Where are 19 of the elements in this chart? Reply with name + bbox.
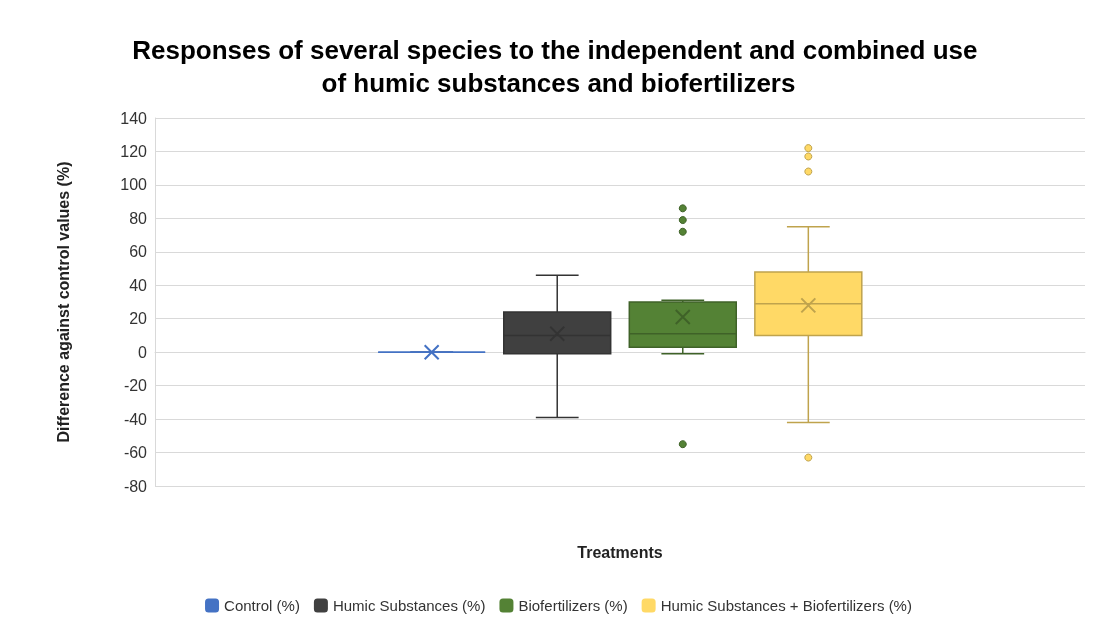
x-axis-title: Treatments: [577, 543, 663, 561]
y-tick-label: -40: [123, 410, 148, 428]
y-tick-label: -20: [123, 377, 148, 395]
y-tick-label: 120: [120, 142, 148, 160]
y-tick-label: -60: [123, 444, 148, 462]
chart-title: Responses of several species to the independent and combined use of humic substances and biofertilizers: [132, 34, 985, 98]
y-tick-label: 140: [120, 109, 148, 127]
y-tick-label: 20: [129, 310, 148, 328]
y-tick-label: 60: [129, 243, 148, 261]
y-tick-label: 100: [120, 176, 148, 194]
legend-label: Humic Substances + Biofertilizers (%): [660, 597, 912, 614]
y-tick-label: 0: [138, 343, 148, 361]
y-axis-title: Difference against control values (%): [55, 161, 72, 443]
legend-label: Biofertilizers (%): [518, 597, 628, 614]
legend-label: Humic Substances (%): [332, 597, 486, 614]
y-tick-label: 80: [129, 209, 148, 227]
y-tick-label: 40: [129, 276, 148, 294]
y-tick-label: -80: [123, 477, 148, 495]
legend-label: Control (%): [224, 597, 300, 614]
